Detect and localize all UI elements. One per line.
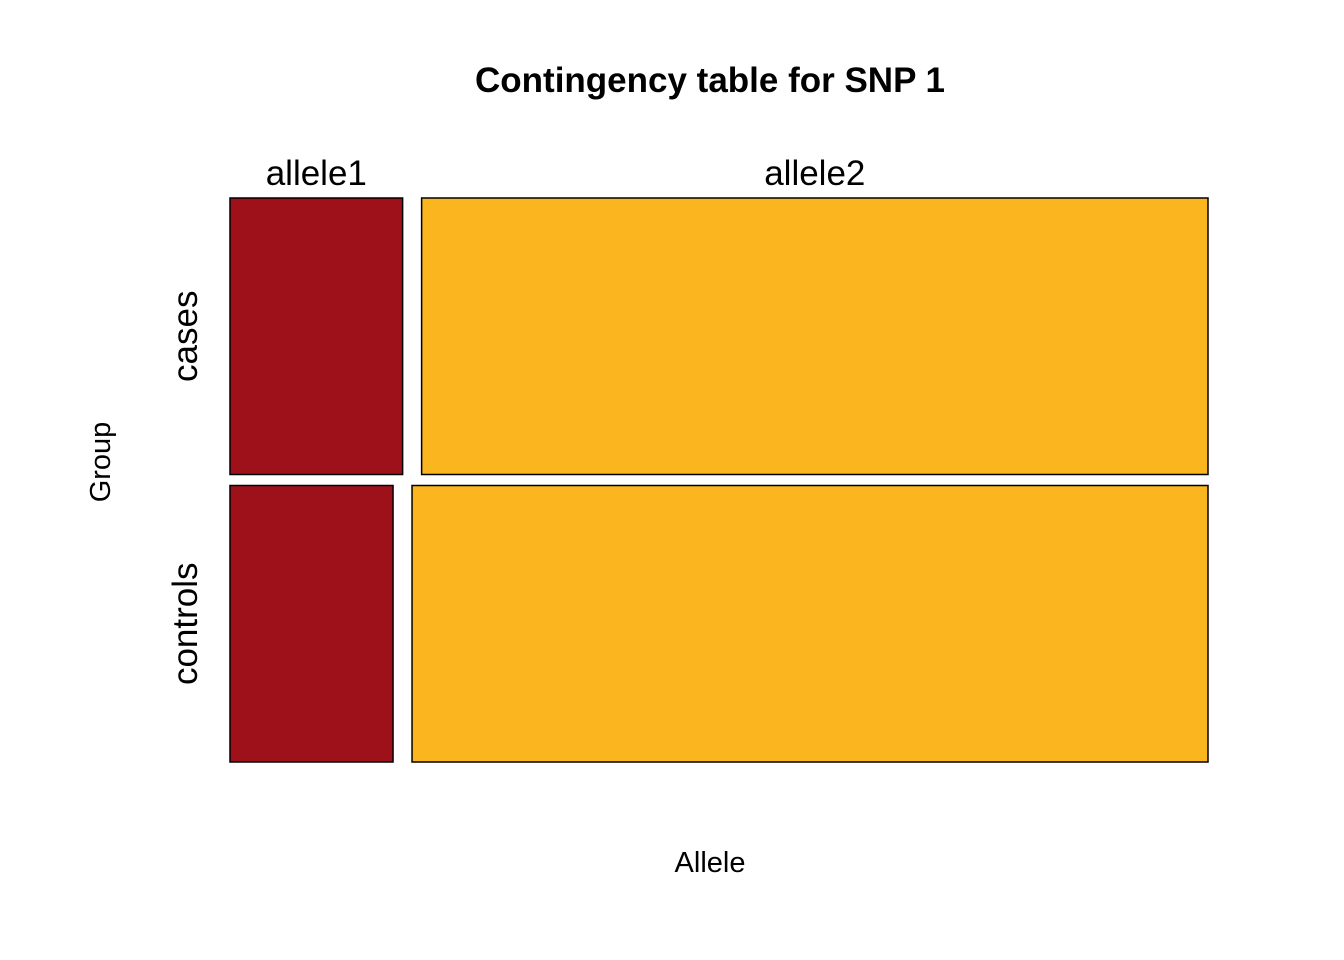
row-label-cases: cases: [166, 291, 205, 382]
tile-controls-allele1: [229, 484, 394, 763]
x-axis-label: Allele: [675, 847, 746, 879]
row-label-controls: controls: [166, 562, 205, 685]
tile-controls-allele2: [411, 484, 1209, 763]
y-axis-label: Group: [85, 422, 117, 503]
mosaic-tiles: [229, 197, 1209, 763]
column-labels: allele1 allele2: [266, 154, 866, 193]
row-labels: cases controls: [166, 291, 205, 686]
tile-cases-allele2: [420, 197, 1209, 476]
column-label-allele1: allele1: [266, 154, 367, 193]
chart-title: Contingency table for SNP 1: [475, 61, 945, 100]
column-label-allele2: allele2: [764, 154, 865, 193]
tile-cases-allele1: [229, 197, 404, 476]
